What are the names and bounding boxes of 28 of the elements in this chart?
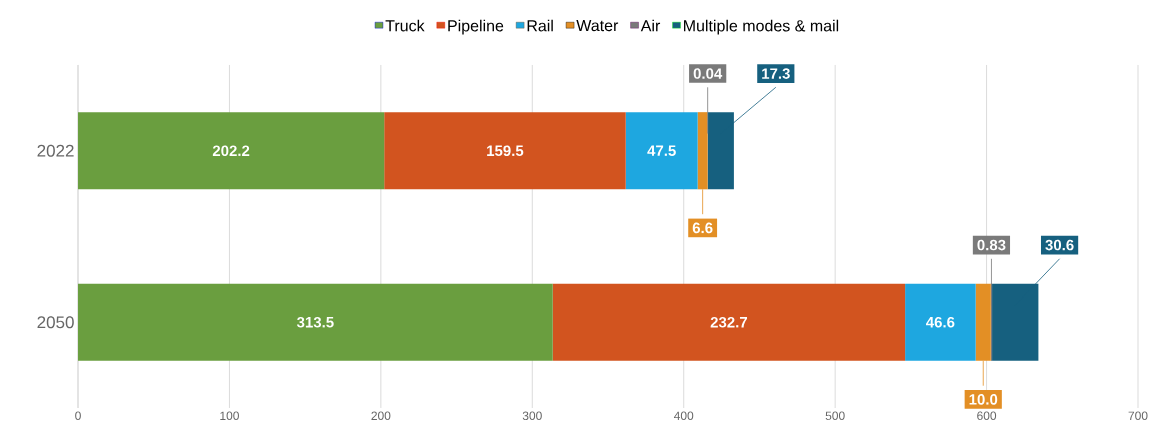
- legend-label: Water: [576, 19, 619, 32]
- x-tick-label: 0: [75, 411, 81, 421]
- x-tick-label: 500: [825, 411, 845, 421]
- data-label: 17.3: [762, 68, 790, 79]
- data-label: 47.5: [647, 145, 676, 156]
- data-label: 0.83: [977, 239, 1006, 251]
- x-tick-label: 100: [220, 411, 239, 421]
- legend-label: Air: [640, 19, 661, 32]
- data-label: 6.6: [692, 222, 713, 234]
- x-tick-label: 200: [371, 411, 391, 421]
- x-tick-label: 400: [673, 411, 694, 421]
- data-label: 0.04: [693, 68, 723, 79]
- legend-label: Multiple modes & mail: [684, 19, 839, 35]
- legend-label: Truck: [385, 19, 425, 32]
- y-tick-label: 2050: [37, 316, 74, 329]
- legend-label: Pipeline: [448, 19, 504, 35]
- y-tick-label: 2022: [37, 144, 74, 157]
- data-label: 46.6: [926, 316, 955, 328]
- data-label: 10.0: [969, 394, 998, 405]
- x-tick-label: 700: [1128, 411, 1148, 421]
- data-label: 313.5: [296, 316, 334, 328]
- data-label: 202.2: [212, 145, 250, 157]
- x-tick-label: 300: [522, 411, 542, 421]
- legend-label: Rail: [527, 19, 553, 32]
- data-label: 159.5: [487, 145, 524, 157]
- data-label: 30.6: [1045, 239, 1074, 251]
- x-tick-label: 600: [977, 411, 997, 421]
- data-label: 232.7: [710, 316, 748, 328]
